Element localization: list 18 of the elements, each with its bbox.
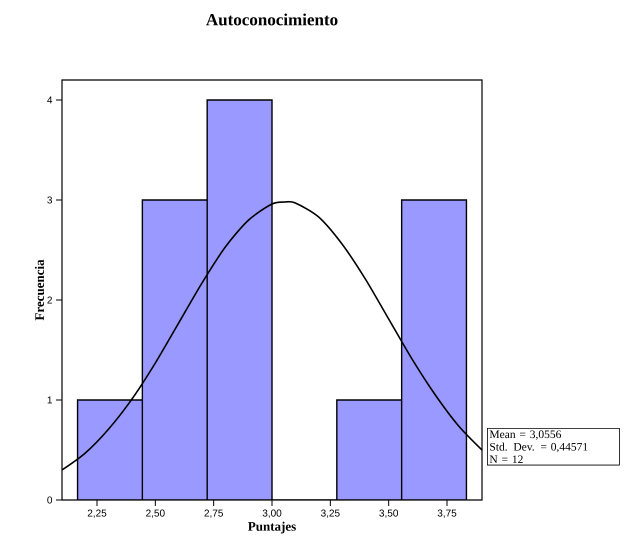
x-tick-label: 3,25 (320, 510, 340, 518)
x-tick-label: 2,25 (88, 510, 106, 518)
y-tick-label: 4 (47, 96, 52, 104)
x-tick-label: 3,50 (379, 510, 398, 518)
x-tick-label: 3,75 (438, 510, 456, 518)
x-axis-title: Puntajes (248, 522, 296, 534)
text: Std. Dev. = 0,44571 (490, 442, 588, 452)
y-axis-title: Frecuencia (34, 260, 44, 320)
text: Mean = 3,0556 (490, 430, 562, 440)
y-tick-label: 2 (47, 296, 52, 304)
x-tick-label: 3,00 (262, 510, 282, 518)
text: N = 12 (490, 455, 523, 464)
y-tick-label: 3 (47, 196, 52, 204)
y-tick-label: 0 (47, 496, 52, 504)
x-tick-label: 2,50 (146, 510, 165, 518)
chart-title: Autoconocimiento (206, 13, 338, 26)
y-tick-label: 1 (48, 396, 52, 404)
x-tick-label: 2,75 (204, 510, 223, 518)
